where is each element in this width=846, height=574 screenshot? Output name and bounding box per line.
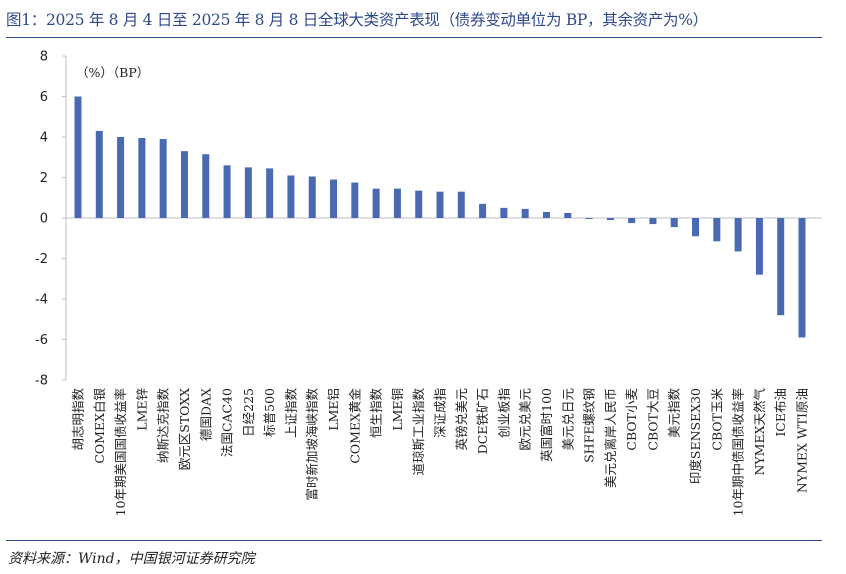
bar [500,207,508,218]
bar [223,165,231,218]
x-category-label: LME锌 [134,388,149,431]
x-category-label: 美元兑离岸人民币 [603,388,618,488]
x-category-label: 欧元兑美元 [518,388,533,451]
x-category-label: 创业板指 [496,388,511,438]
y-tick-label: -4 [35,293,48,308]
x-category-label: LME铝 [326,388,341,431]
bar [798,218,806,338]
x-category-label: SHFE螺纹钢 [582,388,597,463]
y-tick-label: 2 [40,171,48,186]
bar [159,139,167,218]
x-category-label: 欧元区STOXX [177,388,192,470]
x-category-label: 日经225 [241,388,256,437]
bar [479,203,487,218]
x-category-label: 10年期美国国债收益率 [113,388,128,516]
bar [415,190,423,218]
unit-note: （%）（BP） [76,65,149,80]
x-category-label: COMEX黄金 [347,388,362,464]
x-category-label: 恒生指数 [369,388,384,439]
x-category-label: 法国CAC40 [220,388,235,457]
bar [542,211,550,218]
bar [372,188,380,218]
bar [436,191,444,218]
x-category-label: 胡志明指数 [71,388,86,451]
bar [564,212,572,218]
bar [244,167,252,218]
x-category-label: NYMEX天然气 [752,388,767,476]
x-category-label: 英国富时100 [539,388,554,462]
y-tick-label: 4 [40,131,48,146]
x-category-label: 德国DAX [198,388,213,441]
bar [138,138,146,218]
x-category-label: NYMEX WTI原油 [795,388,810,493]
x-category-label: 标普500 [262,388,277,437]
bar [266,168,274,218]
x-category-label: 上证指数 [283,388,298,439]
y-tick-label: 6 [40,90,48,105]
bar [74,96,82,218]
x-category-label: 10年期中债国债收益率 [731,388,746,516]
y-tick-label: 8 [40,50,48,65]
x-category-label: COMEX白银 [92,388,107,464]
bar [202,154,210,218]
title-divider [6,37,822,38]
bar [521,208,529,218]
bar [393,188,401,218]
bar [330,179,338,218]
bar [755,218,763,275]
bar [95,130,103,218]
bar [628,218,636,224]
chart-title: 图1：2025 年 8 月 4 日至 2025 年 8 月 8 日全球大类资产表… [6,11,708,29]
x-category-label: DCE铁矿石 [475,388,490,454]
x-category-label: CBOT大豆 [645,388,660,451]
y-tick-label: -2 [35,252,48,267]
bar [734,218,742,252]
bar [117,137,125,218]
bar [585,218,593,219]
x-category-label: 英镑兑美元 [454,388,469,451]
x-category-label: 印度SENSEX30 [688,388,703,484]
x-category-label: ICE布油 [773,388,788,437]
x-category-label: CBOT玉米 [709,388,724,451]
x-category-label: CBOT小麦 [624,388,639,451]
x-category-label: 纳斯达克指数 [156,388,171,464]
bar [649,218,657,225]
x-category-label: 道琼斯工业指数 [411,388,426,476]
y-tick-label: -6 [35,333,48,348]
bar [308,176,316,218]
bar [287,175,295,218]
y-tick-label: -8 [35,374,48,389]
x-category-label: LME铜 [390,388,405,431]
x-category-label: 美元兑日元 [560,388,575,451]
x-category-label: 深证成指 [433,388,448,438]
bar [457,191,465,218]
source-note: 资料来源：Wind，中国银河证券研究院 [8,551,255,567]
bar [606,218,614,221]
x-category-label: 富时新加坡海峡指数 [305,388,320,501]
bar [180,151,188,218]
y-tick-label: 0 [40,212,48,227]
bar [351,182,359,218]
bar [713,218,721,242]
footer-divider [6,540,822,541]
x-category-label: 美元指数 [667,388,682,439]
bar [777,218,785,316]
bar [670,218,678,228]
bar [692,218,700,237]
